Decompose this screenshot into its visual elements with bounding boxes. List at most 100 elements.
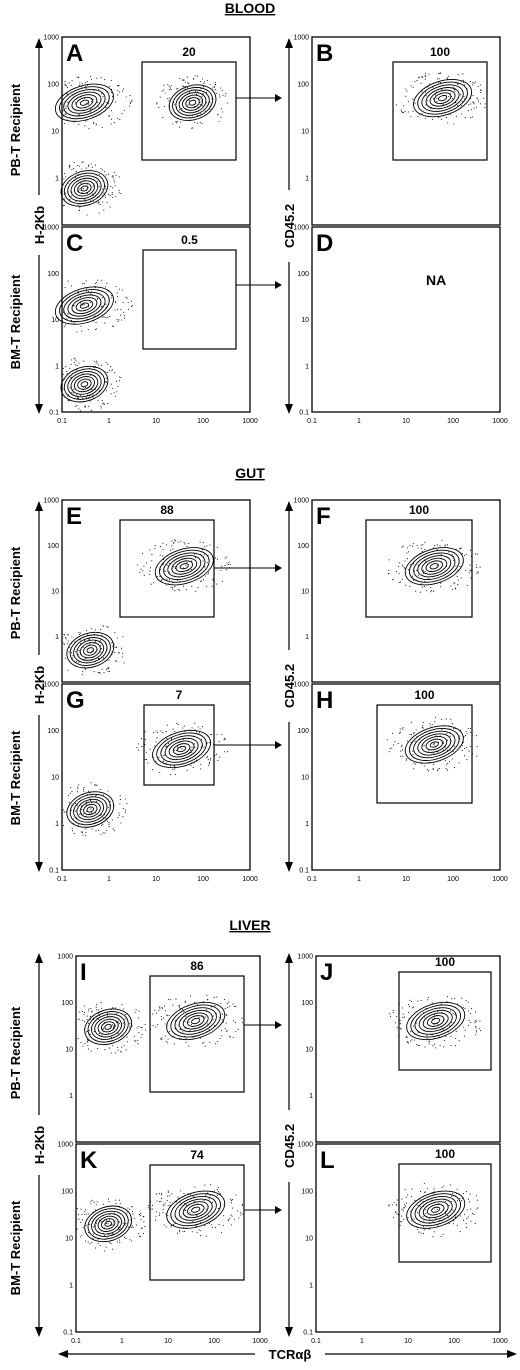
event-dot — [464, 117, 466, 119]
event-dot — [120, 822, 122, 824]
event-dot — [75, 394, 77, 396]
event-dot — [115, 380, 118, 382]
event-dot — [85, 1225, 87, 1227]
event-dot — [74, 802, 76, 804]
event-dot — [237, 1029, 239, 1031]
contour-line — [75, 299, 94, 312]
event-dot — [445, 1200, 447, 1202]
event-dot — [100, 405, 102, 407]
event-dot — [475, 1020, 477, 1022]
event-dot — [79, 84, 81, 86]
event-dot — [64, 84, 66, 86]
event-dot — [427, 996, 429, 998]
event-dot — [182, 85, 184, 87]
event-dot — [81, 809, 83, 811]
event-dot — [63, 811, 65, 813]
event-dot — [436, 1208, 438, 1210]
event-dot — [445, 718, 447, 720]
event-dot — [130, 100, 132, 103]
y-tick-label: 10 — [51, 317, 59, 324]
event-dot — [64, 286, 66, 288]
event-dot — [465, 746, 467, 749]
event-dot — [164, 1023, 166, 1025]
event-dot — [76, 164, 78, 166]
event-dot — [438, 116, 440, 118]
event-dot — [79, 207, 81, 209]
contour-line — [168, 84, 217, 121]
x-tick-label: 100 — [447, 876, 459, 883]
event-dot — [470, 1007, 472, 1009]
event-dot — [135, 1041, 137, 1043]
event-dot — [193, 1196, 195, 1198]
event-dot — [225, 1022, 227, 1024]
event-dot — [83, 786, 85, 788]
event-dot — [224, 1028, 226, 1030]
contour-line — [164, 737, 199, 761]
event-dot — [218, 1016, 220, 1018]
event-dot — [430, 591, 432, 593]
y-axis-left-liver: H-2Kb — [32, 953, 47, 1337]
panel-letter-l: L — [320, 1147, 335, 1174]
event-dot — [73, 168, 75, 170]
event-dot — [172, 586, 174, 588]
event-dot — [149, 574, 151, 576]
event-dot — [220, 1002, 222, 1005]
event-dot — [90, 111, 92, 113]
event-dot — [62, 110, 64, 112]
event-dot — [213, 1190, 216, 1192]
event-dot — [165, 1213, 167, 1215]
event-dot — [150, 583, 152, 585]
event-dot — [207, 572, 210, 574]
contour-line — [433, 92, 452, 104]
event-dot — [118, 288, 121, 290]
event-dot — [169, 1204, 171, 1207]
event-dot — [242, 1213, 244, 1215]
event-dot — [403, 1218, 405, 1220]
event-dot — [65, 114, 67, 116]
event-dot — [183, 1192, 185, 1194]
event-dot — [423, 1182, 425, 1184]
event-dot — [441, 89, 443, 91]
contour-line — [87, 1208, 129, 1240]
event-dot — [194, 746, 196, 748]
event-dot — [199, 1221, 201, 1224]
event-dot — [63, 178, 65, 180]
contour-line — [175, 89, 210, 116]
event-dot — [160, 1015, 162, 1017]
event-dot — [127, 308, 129, 310]
contour-line — [86, 647, 95, 654]
event-dot — [240, 1214, 242, 1216]
event-dot — [166, 724, 168, 726]
event-dot — [158, 756, 160, 758]
event-dot — [212, 87, 214, 89]
event-dot — [220, 569, 222, 572]
event-dot — [203, 1041, 205, 1043]
event-dot — [122, 289, 124, 291]
y-tick-label: 10 — [51, 129, 59, 136]
event-dot — [438, 1202, 440, 1204]
event-dot — [166, 1200, 168, 1202]
event-dot — [84, 1042, 86, 1045]
event-dot — [131, 305, 133, 307]
event-dot — [468, 750, 470, 752]
event-dot — [118, 176, 120, 178]
event-dot — [101, 93, 103, 95]
event-dot — [123, 807, 125, 810]
event-dot — [124, 317, 126, 320]
y-tick-label: 100 — [297, 728, 309, 735]
event-dot — [403, 1206, 405, 1208]
event-dot — [195, 590, 197, 592]
event-dot — [105, 381, 108, 383]
event-dot — [434, 1014, 436, 1016]
event-dot — [409, 585, 411, 588]
event-dot — [132, 1226, 134, 1229]
contour-line — [79, 642, 101, 659]
event-dot — [167, 1195, 169, 1197]
contour-line — [79, 99, 90, 106]
event-dot — [458, 1040, 460, 1042]
event-dot — [190, 750, 192, 752]
gate-percent-h: 100 — [414, 688, 434, 702]
event-dot — [82, 188, 84, 190]
event-dot — [173, 539, 175, 541]
event-dot — [107, 1198, 110, 1200]
